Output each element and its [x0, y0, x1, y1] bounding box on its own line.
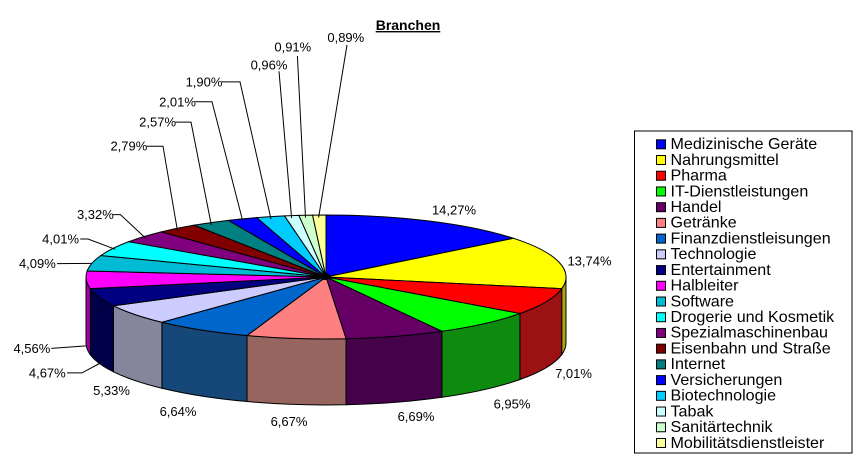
- svg-text:0,96%: 0,96%: [251, 58, 288, 73]
- svg-text:4,67%: 4,67%: [29, 365, 66, 380]
- svg-text:6,64%: 6,64%: [160, 404, 197, 419]
- svg-text:Internet: Internet: [671, 355, 726, 373]
- svg-text:Sanitärtechnik: Sanitärtechnik: [671, 418, 774, 436]
- svg-text:4,56%: 4,56%: [13, 341, 50, 356]
- svg-text:3,32%: 3,32%: [77, 207, 114, 222]
- svg-text:2,79%: 2,79%: [110, 139, 147, 154]
- svg-text:4,01%: 4,01%: [42, 232, 79, 247]
- svg-text:6,69%: 6,69%: [398, 409, 435, 424]
- svg-text:6,95%: 6,95%: [494, 396, 531, 411]
- svg-text:6,67%: 6,67%: [271, 414, 308, 429]
- svg-text:Mobilitätsdienstleister: Mobilitätsdienstleister: [671, 434, 825, 452]
- svg-text:14,27%: 14,27%: [432, 202, 477, 217]
- svg-text:Versicherungen: Versicherungen: [671, 371, 783, 389]
- svg-text:2,57%: 2,57%: [139, 115, 176, 130]
- svg-text:IT-Dienstleistungen: IT-Dienstleistungen: [671, 182, 809, 200]
- svg-text:Handel: Handel: [671, 198, 722, 216]
- svg-text:Getränke: Getränke: [671, 214, 737, 232]
- svg-text:13,74%: 13,74%: [567, 254, 612, 269]
- svg-text:Biotechnologie: Biotechnologie: [671, 387, 777, 405]
- svg-text:Entertainment: Entertainment: [671, 261, 772, 279]
- svg-text:2,01%: 2,01%: [159, 94, 196, 109]
- svg-text:Branchen: Branchen: [376, 17, 441, 33]
- svg-text:Software: Software: [671, 292, 735, 310]
- svg-text:Technologie: Technologie: [671, 245, 757, 263]
- svg-text:Spezialmaschinenbau: Spezialmaschinenbau: [671, 324, 828, 342]
- svg-text:Halbleiter: Halbleiter: [671, 277, 740, 295]
- svg-text:Drogerie und Kosmetik: Drogerie und Kosmetik: [671, 308, 836, 326]
- svg-text:Eisenbahn und Straße: Eisenbahn und Straße: [671, 339, 831, 357]
- svg-text:0,91%: 0,91%: [274, 40, 311, 55]
- svg-text:Pharma: Pharma: [671, 167, 727, 185]
- svg-text:1,90%: 1,90%: [186, 74, 223, 89]
- svg-text:5,33%: 5,33%: [93, 383, 130, 398]
- svg-text:0,89%: 0,89%: [327, 30, 364, 45]
- svg-text:Medizinische Geräte: Medizinische Geräte: [671, 135, 818, 153]
- svg-text:7,01%: 7,01%: [555, 366, 592, 381]
- svg-text:Finanzdienstleisungen: Finanzdienstleisungen: [671, 229, 831, 247]
- svg-text:Nahrungsmittel: Nahrungsmittel: [671, 151, 779, 169]
- svg-text:4,09%: 4,09%: [19, 256, 56, 271]
- svg-text:Tabak: Tabak: [671, 402, 715, 420]
